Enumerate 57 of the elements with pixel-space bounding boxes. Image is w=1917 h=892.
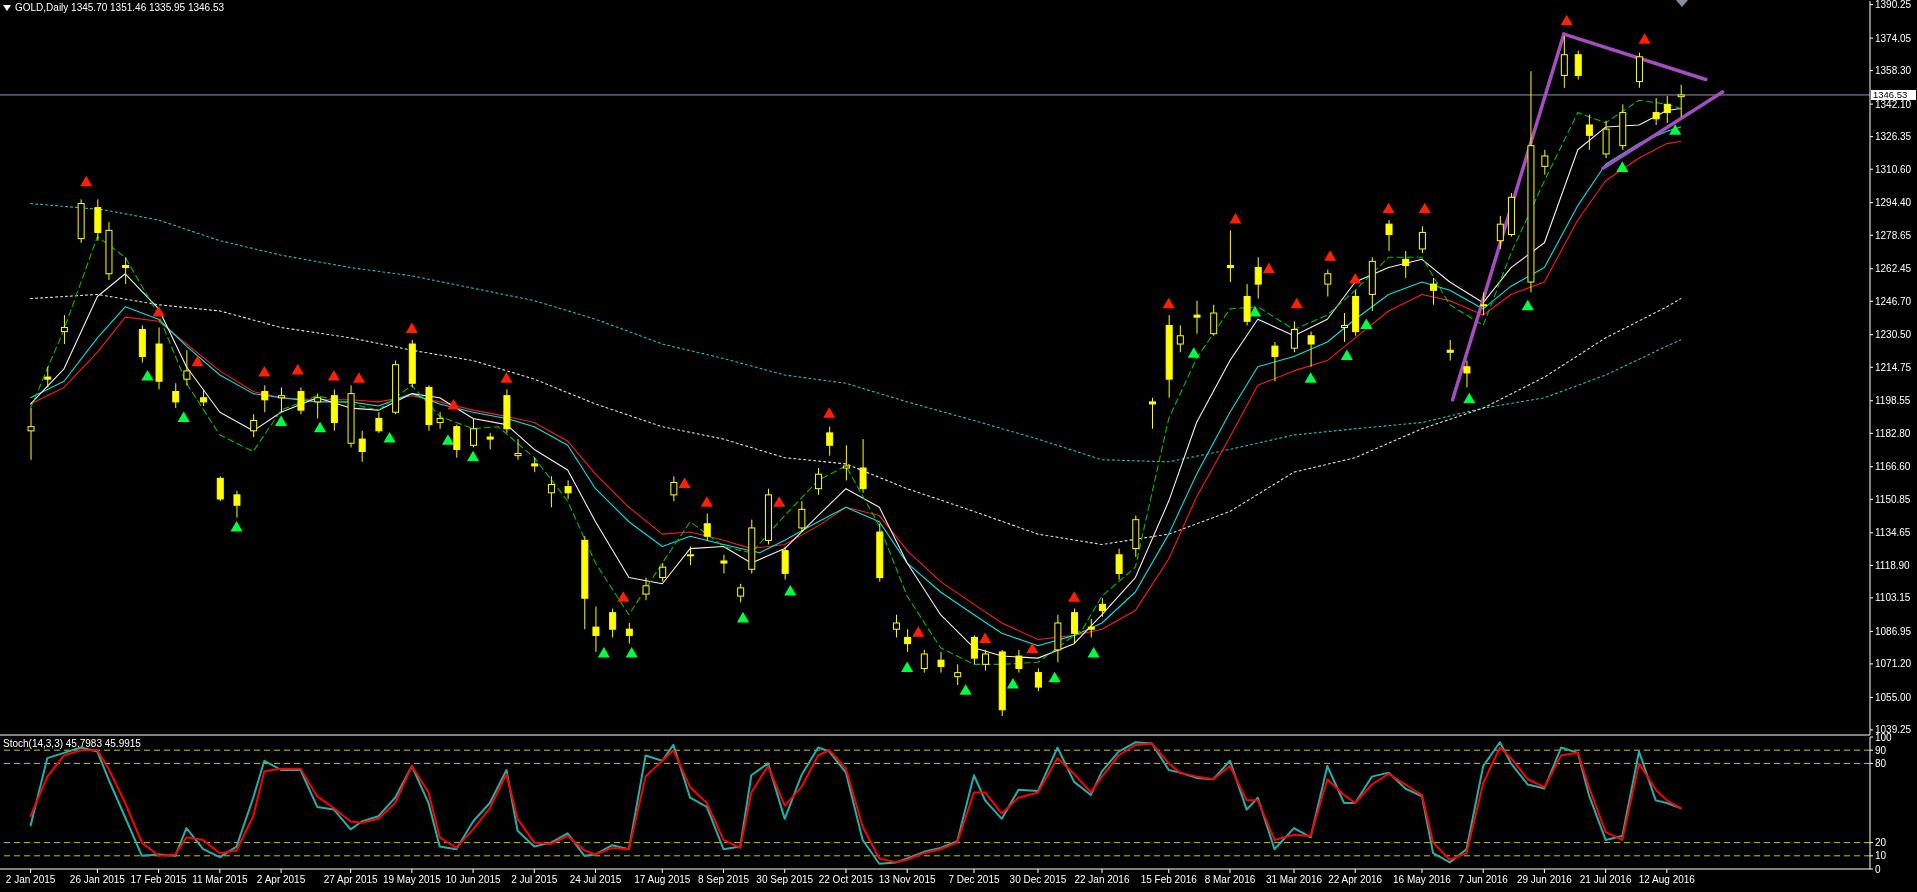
y-tick-label: 1182.80 — [1875, 427, 1911, 439]
x-tick-label: 22 Jan 2016 — [1074, 874, 1130, 885]
x-tick-label: 29 Jun 2016 — [1516, 874, 1573, 885]
x-tick-label: 2 Jul 2015 — [511, 874, 558, 885]
y-tick-label: 1326.35 — [1875, 131, 1912, 143]
y-tick-label: 1150.85 — [1875, 493, 1911, 505]
x-tick-label: 30 Sep 2015 — [756, 874, 814, 885]
y-tick-label: 1262.45 — [1875, 263, 1912, 275]
x-tick-label: 7 Jun 2016 — [1458, 874, 1509, 885]
x-tick-label: 17 Aug 2015 — [634, 874, 691, 885]
y-tick-label: 1103.15 — [1875, 592, 1911, 604]
x-tick-label: 19 May 2015 — [382, 874, 442, 885]
y-tick-label: 1198.55 — [1875, 395, 1911, 407]
y-tick-label: 1246.70 — [1875, 295, 1912, 307]
y-tick-label: 1390.25 — [1875, 0, 1912, 11]
x-tick-label: 12 Aug 2016 — [1638, 874, 1696, 885]
x-tick-label: 11 Mar 2015 — [192, 874, 248, 885]
y-tick-label: 80 — [1875, 757, 1887, 769]
x-tick-label: 31 Mar 2016 — [1265, 874, 1323, 885]
x-tick-label: 16 May 2016 — [1393, 874, 1452, 885]
chart-title: Stoch(14,3,3) 45.7983 45.9915 — [3, 738, 141, 750]
x-tick-label: 8 Sep 2015 — [697, 874, 750, 885]
y-tick-label: 1118.90 — [1875, 559, 1911, 571]
ref-line-label: 1346.53 — [1873, 89, 1908, 101]
y-tick-label: 10 — [1875, 850, 1887, 862]
x-tick-label: 22 Apr 2016 — [1328, 874, 1383, 885]
x-tick-label: 15 Feb 2016 — [1140, 874, 1198, 885]
x-tick-label: 21 Jul 2016 — [1579, 874, 1632, 885]
x-tick-label: 10 Jun 2015 — [445, 874, 502, 885]
x-tick-label: 2 Apr 2015 — [256, 874, 306, 885]
y-tick-label: 1055.00 — [1875, 691, 1912, 703]
y-tick-label: 1278.65 — [1875, 229, 1912, 241]
y-tick-label: 1086.95 — [1875, 625, 1912, 637]
y-tick-label: 1374.05 — [1875, 32, 1912, 44]
y-tick-label: 1358.30 — [1875, 65, 1912, 77]
chart-title: GOLD,Daily 1345.70 1351.46 1335.95 1346.53 — [15, 2, 225, 14]
x-tick-label: 22 Oct 2015 — [818, 874, 874, 885]
y-tick-label: 0 — [1875, 863, 1881, 875]
x-tick-label: 30 Dec 2015 — [1009, 874, 1067, 885]
x-tick-label: 26 Jan 2015 — [69, 874, 126, 885]
x-tick-label: 8 Mar 2016 — [1204, 874, 1256, 885]
x-tick-label: 13 Nov 2015 — [878, 874, 936, 885]
x-tick-label: 17 Feb 2015 — [130, 874, 188, 885]
y-tick-label: 1166.60 — [1875, 461, 1911, 473]
x-tick-label: 7 Dec 2015 — [948, 874, 1000, 885]
y-tick-label: 20 — [1875, 837, 1887, 849]
y-tick-label: 1310.60 — [1875, 163, 1912, 175]
x-tick-label: 2 Jan 2015 — [5, 874, 56, 885]
y-tick-label: 1230.50 — [1875, 329, 1912, 341]
x-tick-label: 27 Apr 2015 — [323, 874, 379, 885]
y-tick-label: 90 — [1875, 744, 1887, 756]
y-tick-label: 1214.75 — [1875, 361, 1912, 373]
x-tick-label: 24 Jul 2015 — [569, 874, 622, 885]
y-tick-label: 1294.40 — [1875, 197, 1912, 209]
y-tick-label: 1134.65 — [1875, 527, 1911, 539]
y-tick-label: 1342.10 — [1875, 98, 1912, 110]
y-tick-label: 1071.20 — [1875, 658, 1912, 670]
